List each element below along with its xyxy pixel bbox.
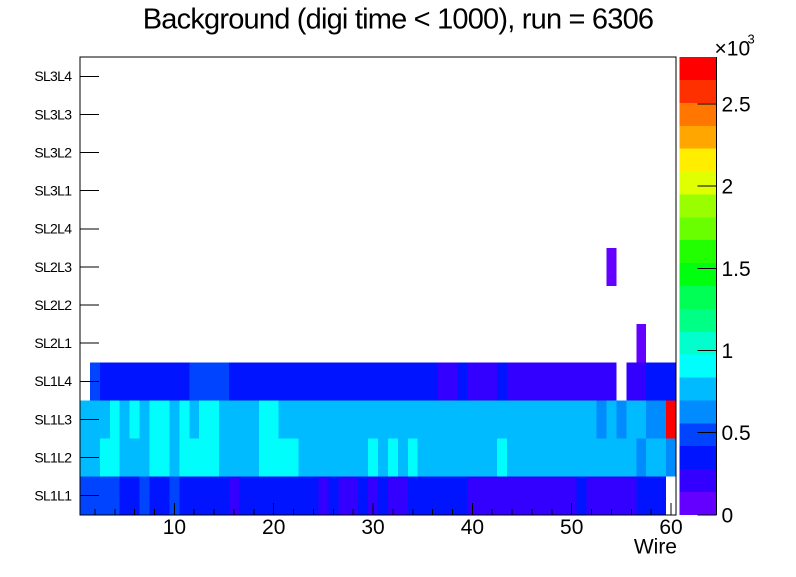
svg-text:SL1L2: SL1L2 <box>34 450 72 466</box>
svg-text:SL1L1: SL1L1 <box>34 488 72 504</box>
svg-text:SL3L4: SL3L4 <box>34 68 72 84</box>
svg-text:SL1L4: SL1L4 <box>34 373 72 389</box>
svg-text:SL1L3: SL1L3 <box>34 411 72 427</box>
svg-text:2.5: 2.5 <box>722 94 751 117</box>
svg-text:1.5: 1.5 <box>722 258 751 281</box>
svg-text:2: 2 <box>722 176 734 199</box>
svg-text:1: 1 <box>722 340 734 363</box>
svg-text:SL3L2: SL3L2 <box>34 144 72 160</box>
svg-text:20: 20 <box>262 516 285 539</box>
svg-text:40: 40 <box>461 516 484 539</box>
svg-text:0: 0 <box>722 504 734 527</box>
svg-text:SL2L1: SL2L1 <box>34 335 72 351</box>
svg-text:Wire: Wire <box>634 536 677 559</box>
svg-text:10: 10 <box>163 516 186 539</box>
svg-text:0.5: 0.5 <box>722 422 751 445</box>
svg-text:30: 30 <box>361 516 384 539</box>
svg-text:SL3L3: SL3L3 <box>34 106 72 122</box>
svg-text:Background (digi time < 1000),: Background (digi time < 1000), run = 630… <box>143 3 653 35</box>
svg-text:60: 60 <box>659 516 682 539</box>
svg-text:50: 50 <box>560 516 583 539</box>
svg-text:SL2L2: SL2L2 <box>34 297 72 313</box>
svg-text:3: 3 <box>748 32 755 47</box>
svg-text:SL3L1: SL3L1 <box>34 183 72 199</box>
svg-text:×10: ×10 <box>715 38 751 61</box>
svg-text:SL2L3: SL2L3 <box>34 259 72 275</box>
svg-text:SL2L4: SL2L4 <box>34 221 72 237</box>
